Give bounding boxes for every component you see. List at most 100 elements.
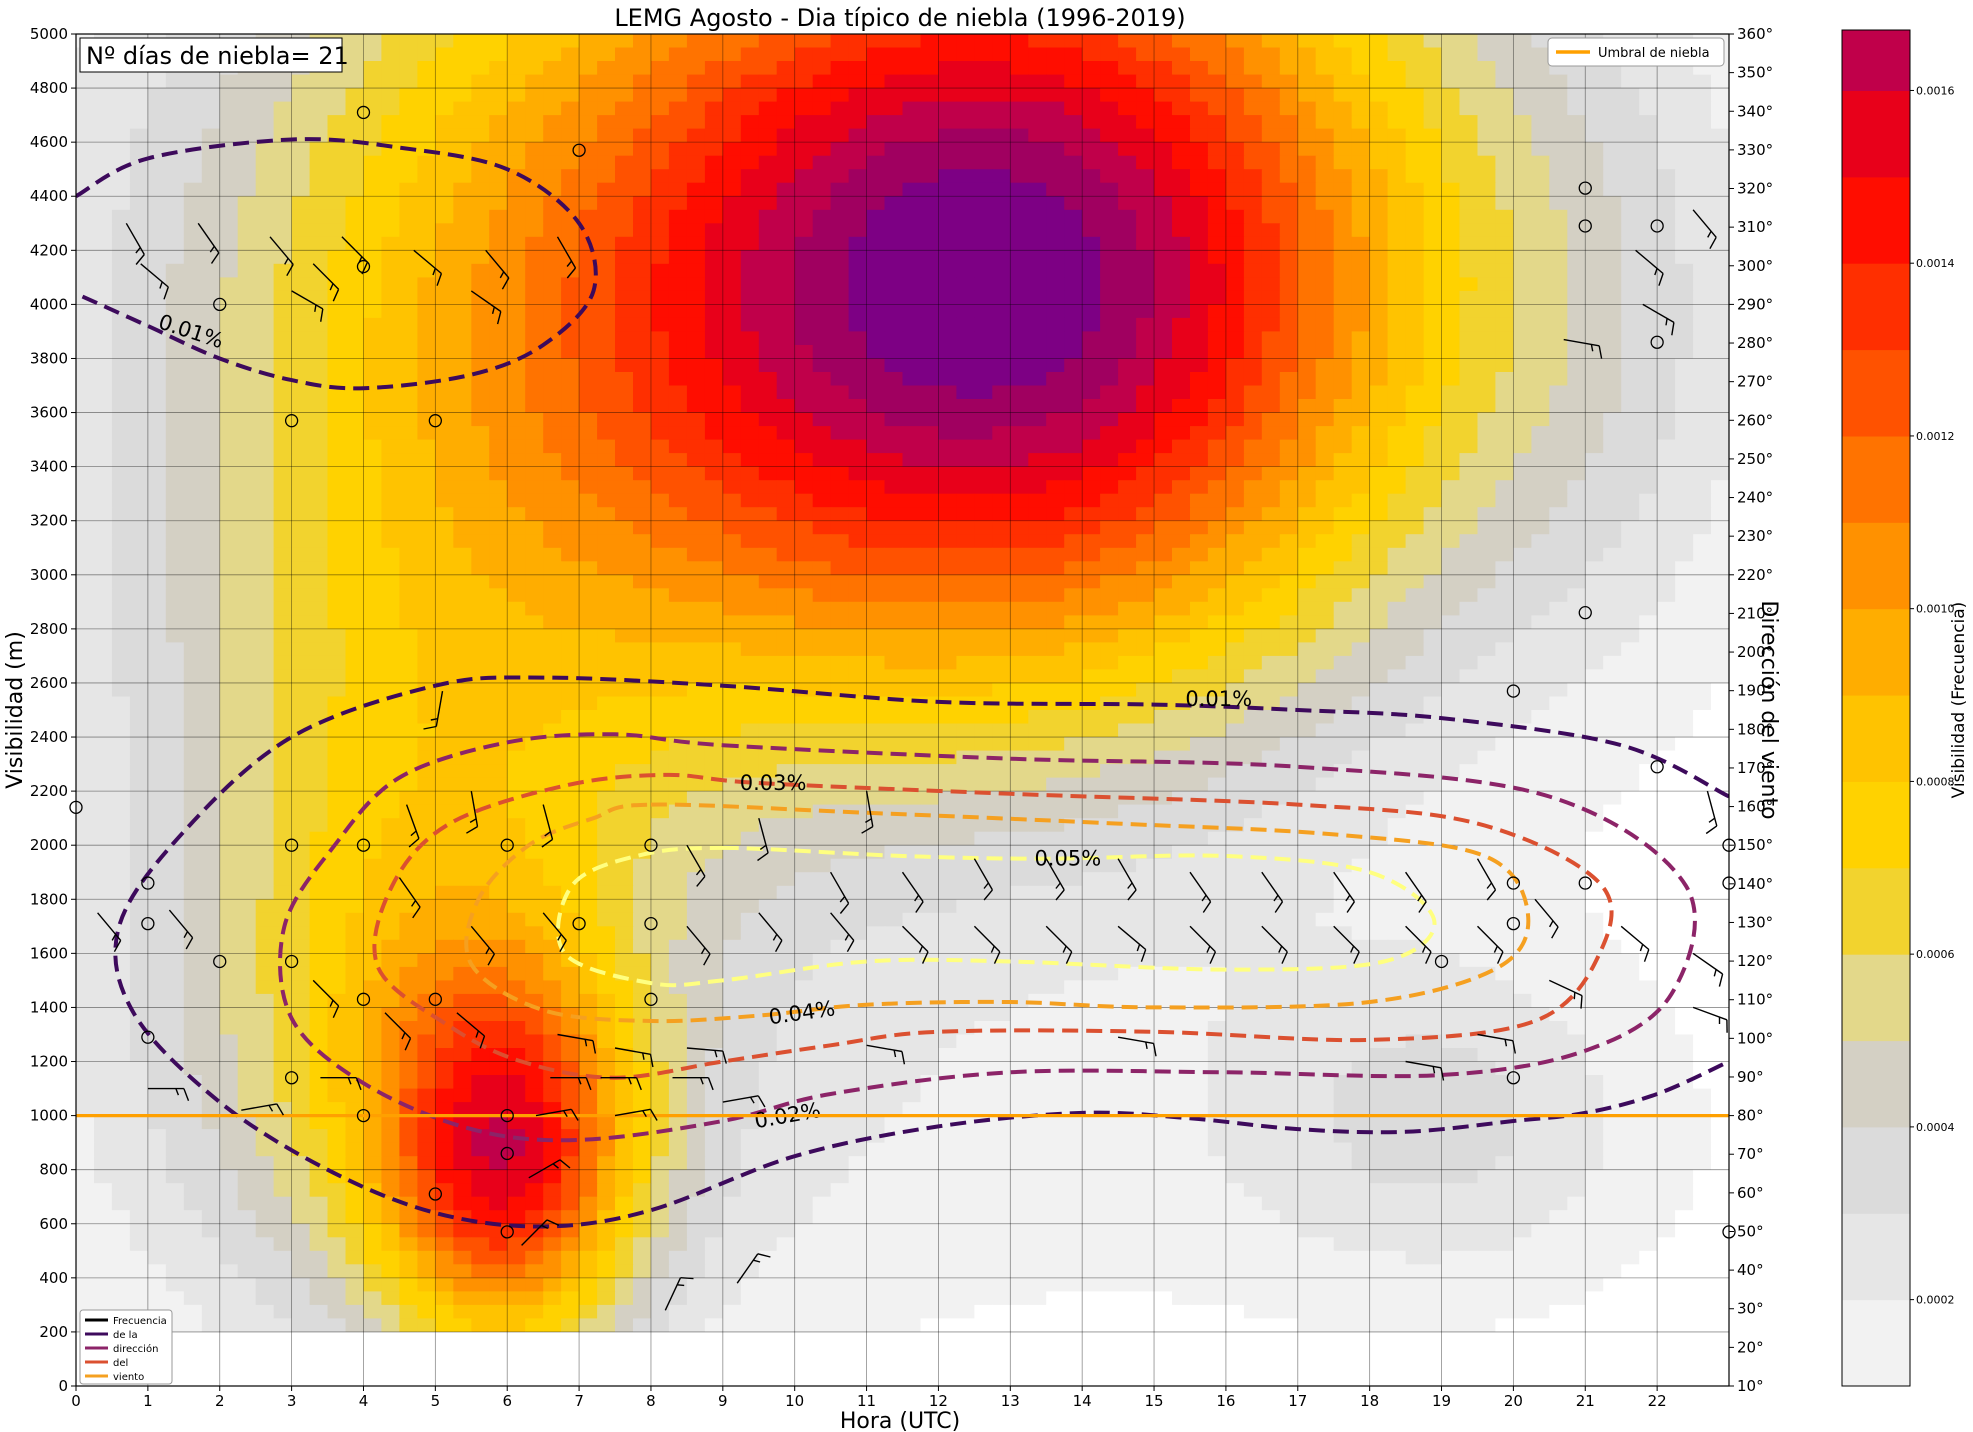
heat-cell [1046,115,1065,130]
heat-cell [1297,317,1317,332]
heat-cell [183,101,203,116]
heat-cell [633,142,652,157]
heat-cell [615,561,634,576]
heat-cell [255,628,275,643]
heat-cell [129,466,149,481]
heat-cell [327,723,347,738]
heat-cell [183,737,203,752]
heat-cell [561,385,580,400]
heat-cell [183,710,203,725]
heat-cell [1118,466,1137,481]
heat-cell [381,520,400,535]
heat-cell [1693,290,1712,305]
heat-cell [1603,683,1622,698]
heat-cell [776,304,796,319]
heat-cell [722,331,742,346]
heat-cell [1423,223,1443,238]
heat-cell [1315,34,1335,49]
heat-cell [1064,507,1083,522]
heat-cell [668,588,688,603]
heat-cell [668,47,688,62]
heat-cell [812,250,832,265]
heat-cell [1603,317,1622,332]
heat-cell [1387,561,1407,576]
heat-cell [1423,290,1443,305]
heat-cell [1585,466,1604,481]
heat-cell [722,236,742,251]
heat-cell [165,209,185,224]
heat-cell [740,561,760,576]
heat-cell [992,74,1011,89]
heat-cell [1711,493,1729,508]
heat-cell [219,74,239,89]
heat-cell [1028,588,1047,603]
heat-cell [219,426,239,441]
heat-cell [1207,358,1227,373]
heat-cell [668,304,688,319]
heat-cell [201,466,221,481]
heat-cell [111,439,131,454]
heat-cell [1351,493,1371,508]
heat-cell [722,642,742,657]
heat-cell [597,615,616,630]
heat-cell [776,115,796,130]
heat-cell [255,669,275,684]
heat-cell [1693,655,1712,670]
heat-cell [1136,655,1155,670]
heat-cell [1639,669,1658,684]
heat-cell [992,223,1011,238]
heat-cell [579,385,598,400]
heat-cell [938,520,957,535]
heat-cell [579,750,598,765]
heat-cell [273,142,293,157]
heat-cell [651,345,670,360]
heat-cell [94,88,113,103]
heat-cell [219,601,239,616]
heat-cell [1495,372,1514,387]
heat-cell [1279,47,1299,62]
heat-cell [309,493,329,508]
heat-cell [543,710,562,725]
heat-cell [884,34,904,49]
heat-cell [1585,426,1604,441]
heat-cell [1064,466,1083,481]
heat-cell [345,317,365,332]
heat-cell [830,642,850,657]
heat-cell [1459,683,1479,698]
heat-cell [1136,169,1155,184]
heat-cell [147,696,167,711]
heat-cell [1064,642,1083,657]
heat-cell [291,358,311,373]
heat-cell [1243,574,1263,589]
heat-cell [668,61,688,76]
heat-cell [255,358,275,373]
heat-cell [237,196,257,211]
heat-cell [201,520,221,535]
heat-cell [1585,453,1604,468]
heat-cell [94,236,113,251]
heat-cell [830,209,850,224]
heat-cell [1405,128,1425,143]
heat-cell [255,723,275,738]
heat-cell [1261,290,1281,305]
heat-cell [920,34,940,49]
heat-cell [633,331,652,346]
heat-cell [1154,358,1173,373]
heat-cell [1100,480,1119,495]
heat-cell [1172,534,1191,549]
heat-cell [722,61,742,76]
heat-cell [633,34,652,49]
heat-cell [543,750,562,765]
heat-cell [615,250,634,265]
heat-cell [938,642,957,657]
heat-cell [94,655,113,670]
heat-cell [201,750,221,765]
heat-cell [902,520,922,535]
heat-cell [1333,88,1353,103]
heat-cell [201,88,221,103]
heat-cell [830,534,850,549]
heat-cell [255,155,275,170]
heat-cell [758,236,778,251]
heat-cell [76,426,95,441]
